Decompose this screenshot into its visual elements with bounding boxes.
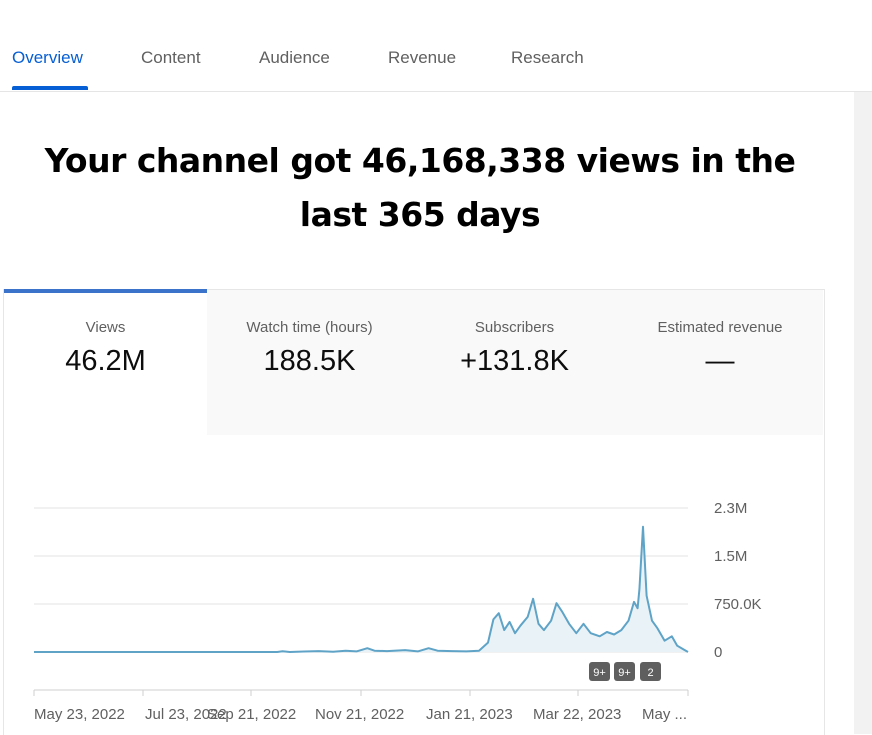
annotation-badge: 9+	[589, 662, 610, 681]
svg-text:9+: 9+	[618, 667, 631, 679]
y-tick-label: 2.3M	[714, 500, 747, 517]
tab-research[interactable]: Research	[511, 48, 584, 67]
y-tick-label: 1.5M	[714, 548, 747, 565]
metric-label: Views	[85, 319, 126, 336]
tab-overview[interactable]: Overview	[12, 48, 83, 67]
svg-text:2: 2	[647, 667, 653, 679]
metric-label: Estimated revenue	[657, 319, 783, 336]
metric-subscribers[interactable]: Subscribers +131.8K	[412, 290, 618, 435]
x-tick-label: Jul 23, 2022	[145, 706, 227, 723]
views-line	[34, 525, 689, 653]
svg-text:9+: 9+	[593, 667, 606, 679]
y-tick-label: 750.0K	[714, 596, 762, 613]
side-panel	[854, 92, 872, 734]
metric-value: 46.2M	[65, 345, 146, 377]
y-tick-label: 0	[714, 644, 722, 661]
x-tick-label: May 23, 2022	[34, 706, 125, 723]
metric-selected-indicator	[4, 289, 207, 293]
page-title: Your channel got 46,168,338 views in the…	[44, 141, 796, 234]
tab-revenue[interactable]: Revenue	[388, 48, 457, 67]
tab-audience[interactable]: Audience	[259, 48, 330, 67]
x-tick-label: Jan 21, 2023	[426, 706, 513, 723]
metric-label: Watch time (hours)	[246, 319, 373, 336]
annotation-badge: 2	[640, 662, 661, 681]
tab-bar: Overview Content Audience Revenue Resear…	[0, 0, 872, 92]
metric-value: —	[705, 345, 735, 377]
metric-label: Subscribers	[474, 319, 555, 336]
metric-watch-time[interactable]: Watch time (hours) 188.5K	[207, 290, 413, 435]
tab-content[interactable]: Content	[141, 48, 201, 67]
annotation-badge: 9+	[614, 662, 635, 681]
active-tab-indicator	[12, 86, 88, 90]
x-tick-label: May ...	[642, 706, 687, 723]
x-tick-label: Sep 21, 2022	[207, 706, 296, 723]
metric-views[interactable]: Views 46.2M	[4, 289, 208, 435]
x-tick-label: Mar 22, 2023	[533, 706, 621, 723]
metrics-card: Views 46.2M Watch time (hours) 188.5K Su…	[3, 289, 825, 735]
metric-value: +131.8K	[460, 345, 569, 377]
metric-estimated-revenue[interactable]: Estimated revenue —	[617, 290, 823, 435]
x-tick-label: Nov 21, 2022	[315, 706, 404, 723]
metric-value: 188.5K	[263, 345, 356, 377]
views-area	[34, 526, 688, 652]
